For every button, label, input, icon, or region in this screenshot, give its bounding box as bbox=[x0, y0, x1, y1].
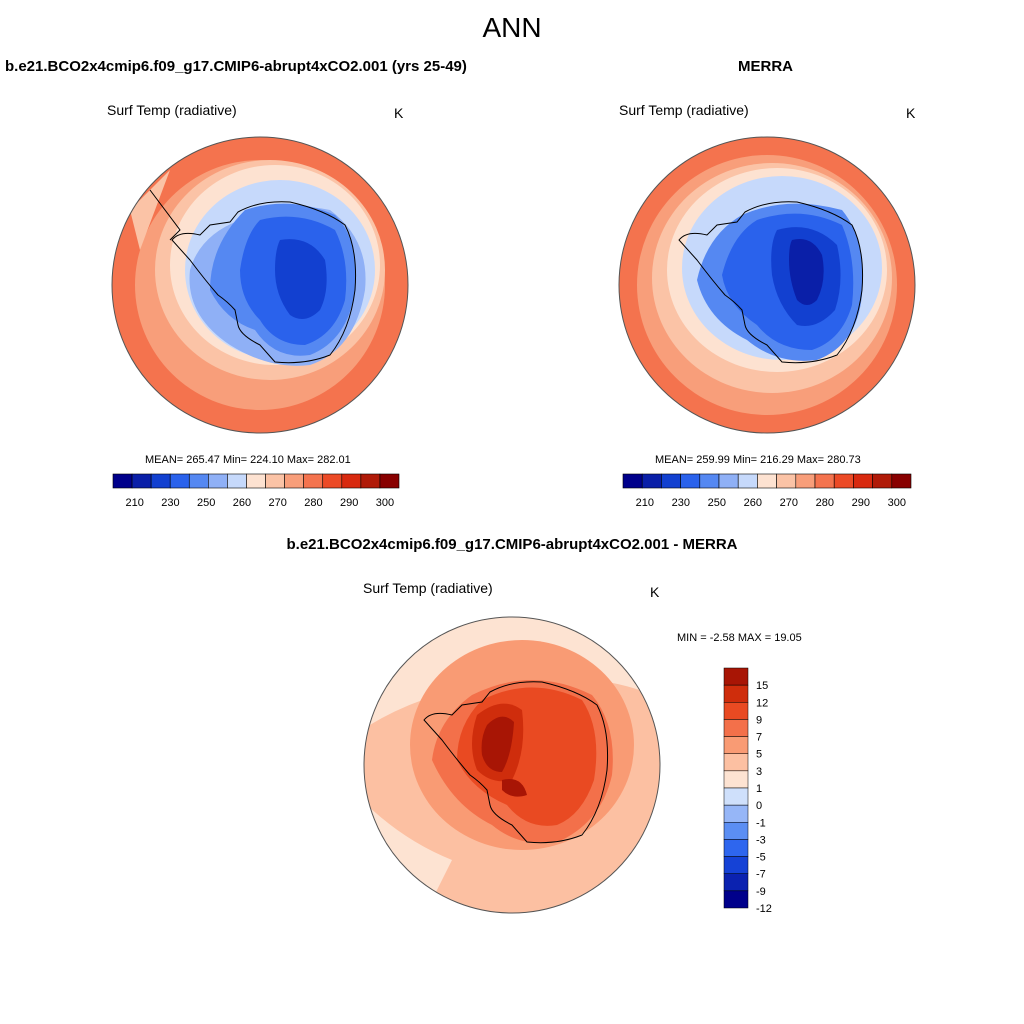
colorbar-box bbox=[227, 473, 247, 489]
colorbar-box bbox=[723, 770, 749, 789]
colorbar-box bbox=[723, 822, 749, 840]
colorbar-tick-label: 260 bbox=[744, 497, 762, 509]
colorbar-tick-label: 210 bbox=[636, 497, 654, 509]
colorbar-box bbox=[208, 473, 228, 489]
colorbar-tick-label: -3 bbox=[756, 834, 766, 846]
colorbar-box bbox=[112, 473, 133, 489]
colorbar-box bbox=[699, 473, 720, 489]
colorbar-tick-label: 270 bbox=[780, 497, 798, 509]
colorbar-tick-label: 12 bbox=[756, 697, 768, 709]
obs-stats: MEAN= 259.99 Min= 216.29 Max= 280.73 bbox=[655, 454, 861, 466]
colorbar-box bbox=[723, 890, 749, 909]
model-colorbar: 210 230 250 260 270 280 290 300 bbox=[112, 473, 400, 509]
colorbar-tick-label: 3 bbox=[756, 766, 762, 778]
obs-units-label: K bbox=[906, 105, 916, 121]
colorbar-box bbox=[150, 473, 171, 489]
colorbar-tick-label: 260 bbox=[233, 497, 251, 509]
colorbar-box bbox=[718, 473, 739, 489]
diff-variable-label: Surf Temp (radiative) bbox=[363, 580, 493, 596]
colorbar-box bbox=[622, 473, 643, 489]
colorbar-box bbox=[169, 473, 190, 489]
colorbar-tick-label: 230 bbox=[672, 497, 690, 509]
colorbar-tick-label: 230 bbox=[161, 497, 179, 509]
colorbar-tick-label: 15 bbox=[756, 680, 768, 692]
colorbar-box bbox=[757, 473, 777, 489]
colorbar-box bbox=[737, 473, 758, 489]
colorbar-box bbox=[795, 473, 816, 489]
colorbar-box bbox=[853, 473, 873, 489]
colorbar-tick-label: 270 bbox=[269, 497, 287, 509]
colorbar-tick-label: 280 bbox=[304, 497, 322, 509]
colorbar-tick-label: -12 bbox=[756, 903, 772, 914]
colorbar-box bbox=[833, 473, 854, 489]
colorbar-box bbox=[265, 473, 285, 489]
colorbar-box bbox=[872, 473, 893, 489]
colorbar-box bbox=[723, 839, 749, 857]
colorbar-tick-label: 290 bbox=[340, 497, 358, 509]
obs-variable-label: Surf Temp (radiative) bbox=[619, 102, 749, 118]
colorbar-tick-label: 7 bbox=[756, 732, 762, 744]
colorbar-box bbox=[814, 473, 835, 489]
colorbar-tick-label: 9 bbox=[756, 714, 762, 726]
colorbar-tick-label: 1 bbox=[756, 783, 762, 795]
colorbar-box bbox=[891, 473, 912, 489]
colorbar-box bbox=[723, 787, 749, 806]
colorbar-box bbox=[723, 684, 749, 703]
diff-panel-title: b.e21.BCO2x4cmip6.f09_g17.CMIP6-abrupt4x… bbox=[286, 536, 738, 553]
diff-map bbox=[363, 616, 661, 914]
colorbar-tick-label: 300 bbox=[888, 497, 906, 509]
colorbar-box bbox=[723, 873, 749, 892]
colorbar-box bbox=[641, 473, 662, 489]
colorbar-box bbox=[723, 719, 749, 737]
colorbar-box bbox=[341, 473, 362, 489]
colorbar-box bbox=[379, 473, 400, 489]
colorbar-box bbox=[303, 473, 324, 489]
colorbar-tick-label: 250 bbox=[197, 497, 215, 509]
colorbar-tick-label: 5 bbox=[756, 749, 762, 761]
diff-stats: MIN = -2.58 MAX = 19.05 bbox=[677, 632, 802, 644]
colorbar-box bbox=[723, 702, 749, 720]
page-title: ANN bbox=[482, 12, 542, 43]
colorbar-tick-label: 300 bbox=[376, 497, 394, 509]
model-stats: MEAN= 265.47 Min= 224.10 Max= 282.01 bbox=[145, 454, 351, 466]
colorbar-tick-label: -1 bbox=[756, 817, 766, 829]
obs-panel-title: MERRA bbox=[738, 58, 793, 75]
colorbar-box bbox=[188, 473, 209, 489]
colorbar-tick-label: 210 bbox=[126, 497, 144, 509]
colorbar-box bbox=[723, 753, 749, 772]
colorbar-box bbox=[360, 473, 381, 489]
colorbar-box bbox=[246, 473, 266, 489]
colorbar-box bbox=[322, 473, 343, 489]
colorbar-tick-label: 290 bbox=[852, 497, 870, 509]
colorbar-box bbox=[723, 736, 749, 754]
obs-map bbox=[618, 136, 916, 434]
colorbar-box bbox=[723, 856, 749, 874]
model-variable-label: Surf Temp (radiative) bbox=[107, 102, 237, 118]
colorbar-box bbox=[284, 473, 304, 489]
model-panel-title: b.e21.BCO2x4cmip6.f09_g17.CMIP6-abrupt4x… bbox=[5, 58, 467, 75]
obs-colorbar: 210 230 250 260 270 280 290 300 bbox=[622, 473, 912, 509]
colorbar-box bbox=[680, 473, 701, 489]
model-map bbox=[111, 136, 409, 434]
colorbar-tick-label: -5 bbox=[756, 852, 766, 864]
colorbar-box bbox=[723, 804, 749, 823]
model-units-label: K bbox=[394, 105, 404, 121]
colorbar-tick-label: 0 bbox=[756, 800, 762, 812]
colorbar-box bbox=[131, 473, 152, 489]
diff-units-label: K bbox=[650, 584, 660, 600]
colorbar-tick-label: 280 bbox=[816, 497, 834, 509]
colorbar-tick-label: -7 bbox=[756, 869, 766, 881]
colorbar-box bbox=[776, 473, 797, 489]
colorbar-box bbox=[661, 473, 681, 489]
colorbar-box bbox=[723, 667, 749, 686]
colorbar-tick-label: -9 bbox=[756, 886, 766, 898]
colorbar-tick-label: 250 bbox=[708, 497, 726, 509]
